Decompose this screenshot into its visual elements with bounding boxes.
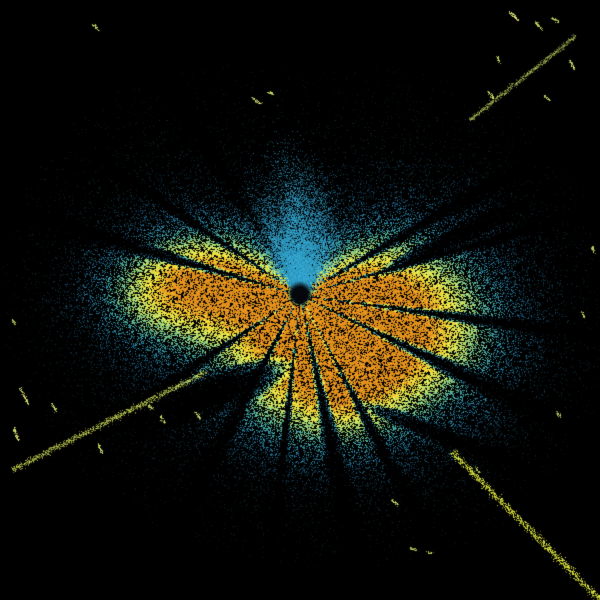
density-scatter-canvas — [0, 0, 600, 600]
density-map-figure: Scatter density map on black background … — [0, 0, 600, 600]
